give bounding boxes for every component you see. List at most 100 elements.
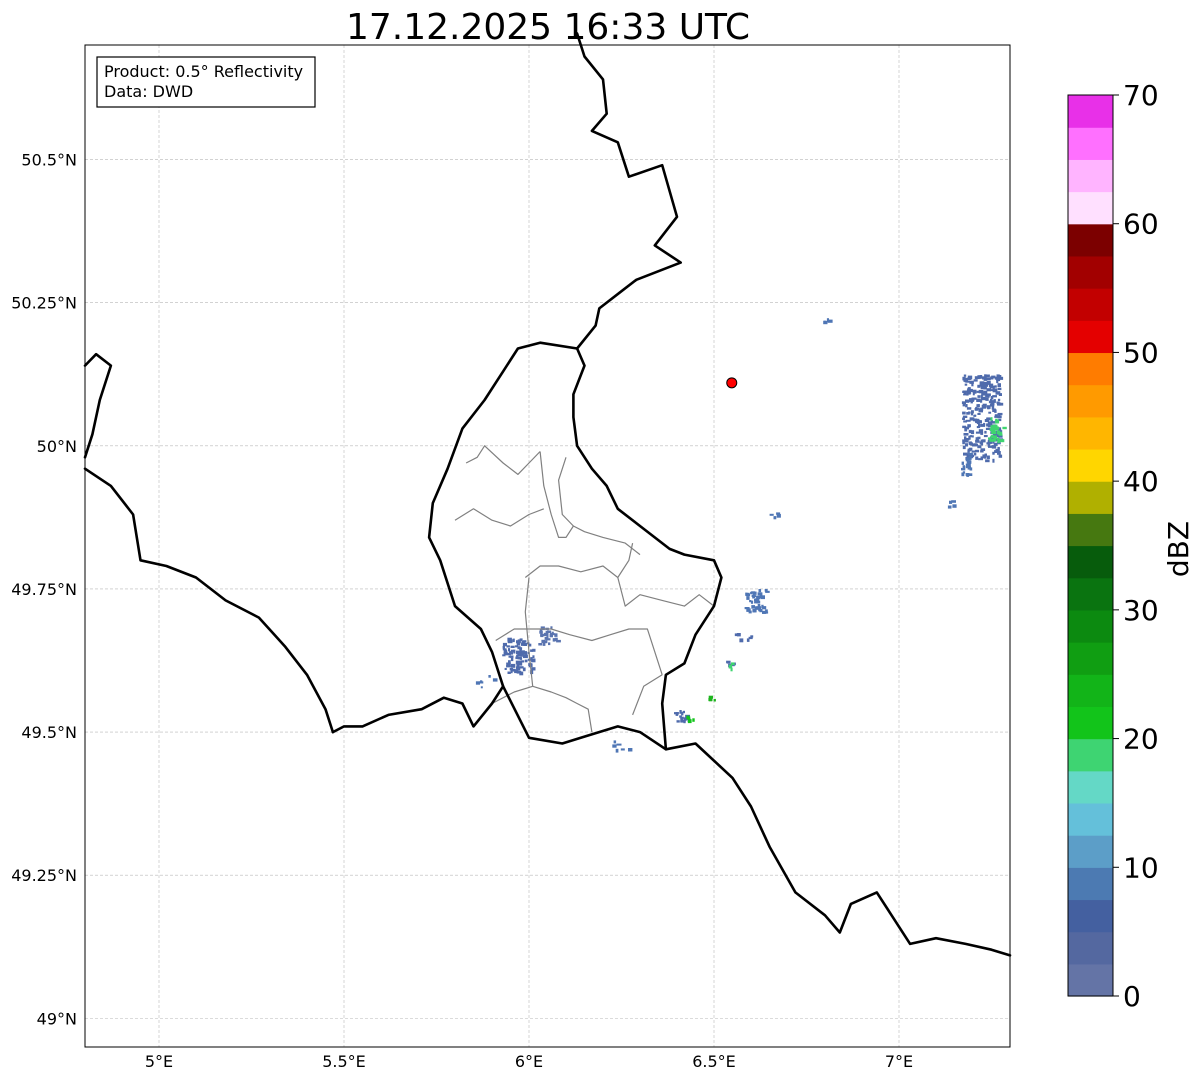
echo-pixel bbox=[983, 435, 988, 438]
echo-pixel bbox=[998, 431, 1003, 436]
echo-pixel bbox=[728, 664, 733, 669]
colorbar-segment bbox=[1068, 127, 1113, 160]
echo-pixel bbox=[510, 645, 515, 648]
colorbar-tick-label: 60 bbox=[1123, 208, 1159, 241]
echo-pixel bbox=[679, 710, 682, 714]
echo-pixel bbox=[502, 648, 507, 651]
colorbar-segment bbox=[1068, 931, 1113, 965]
echo-pixel bbox=[996, 430, 1000, 435]
echo-pixel bbox=[967, 466, 971, 470]
echo-pixel bbox=[514, 669, 519, 674]
echo-cluster bbox=[961, 452, 973, 477]
colorbar-segment bbox=[1068, 738, 1113, 772]
echo-pixel bbox=[975, 431, 981, 434]
echo-pixel bbox=[998, 418, 1002, 422]
echo-pixel bbox=[556, 639, 561, 643]
echo-pixel bbox=[542, 642, 546, 646]
echo-pixel bbox=[980, 441, 984, 446]
echo-pixel bbox=[508, 660, 511, 664]
echo-pixel bbox=[998, 433, 1003, 436]
echo-pixel bbox=[988, 445, 993, 448]
echo-pixel bbox=[502, 642, 507, 647]
echo-pixel bbox=[530, 649, 533, 652]
echo-pixel bbox=[708, 695, 713, 699]
x-tick-label: 5.5°E bbox=[322, 1052, 366, 1071]
echo-pixel bbox=[997, 439, 1003, 442]
echo-pixel bbox=[967, 392, 971, 395]
echo-pixel bbox=[966, 457, 971, 461]
echo-pixel bbox=[978, 424, 981, 428]
echo-pixel bbox=[519, 666, 524, 669]
echo-pixel bbox=[969, 441, 972, 446]
echo-pixel bbox=[962, 411, 966, 415]
echo-pixel bbox=[517, 646, 521, 650]
echo-pixel bbox=[530, 657, 533, 660]
echo-pixel bbox=[979, 420, 982, 424]
echo-pixel bbox=[983, 377, 988, 381]
colorbar-label: dBZ bbox=[1162, 521, 1195, 577]
echo-pixel bbox=[990, 399, 993, 402]
echo-pixel bbox=[506, 652, 511, 656]
echo-pixel bbox=[683, 719, 686, 724]
national-border bbox=[83, 352, 113, 459]
x-axis-ticks: 5°E 5.5°E 6°E 6.5°E 7°E bbox=[145, 1052, 913, 1071]
echo-pixel bbox=[998, 454, 1003, 458]
echo-pixel bbox=[965, 419, 971, 422]
echo-pixel bbox=[965, 399, 970, 403]
colorbar-segment bbox=[1068, 802, 1113, 836]
echo-pixel bbox=[758, 609, 761, 612]
echo-pixel bbox=[511, 668, 516, 672]
x-tick-label: 6°E bbox=[515, 1052, 543, 1071]
echo-pixel bbox=[512, 638, 515, 643]
echo-pixel bbox=[970, 401, 973, 404]
echo-pixel bbox=[507, 671, 511, 674]
national-border bbox=[572, 32, 723, 751]
y-tick-label: 49°N bbox=[37, 1009, 77, 1028]
echo-pixel bbox=[973, 379, 978, 382]
echo-pixel bbox=[965, 466, 968, 469]
echo-pixel bbox=[971, 454, 975, 458]
echo-pixel bbox=[550, 633, 555, 636]
echo-pixel bbox=[994, 414, 998, 417]
echo-pixel bbox=[976, 404, 980, 408]
echo-pixel bbox=[516, 643, 521, 646]
echo-pixel bbox=[969, 417, 975, 421]
colorbar-segment bbox=[1068, 191, 1113, 225]
echo-pixel bbox=[776, 513, 781, 518]
echo-pixel bbox=[519, 649, 522, 653]
canton-boundary bbox=[558, 457, 574, 527]
echo-pixel bbox=[996, 374, 1000, 377]
echo-pixel bbox=[513, 649, 516, 654]
echo-pixel bbox=[520, 642, 525, 646]
colorbar-tick-label: 10 bbox=[1123, 851, 1159, 884]
echo-pixel bbox=[524, 659, 528, 663]
x-tick-label: 6.5°E bbox=[692, 1052, 736, 1071]
echo-pixel bbox=[962, 425, 966, 429]
echo-pixel bbox=[973, 414, 977, 417]
canton-boundary bbox=[539, 451, 641, 556]
echo-pixel bbox=[984, 419, 990, 422]
y-tick-label: 49.5°N bbox=[21, 723, 77, 742]
echo-cluster bbox=[961, 374, 1004, 463]
echo-pixel bbox=[992, 408, 996, 412]
echo-pixel bbox=[504, 667, 507, 670]
echo-pixel bbox=[977, 407, 980, 410]
echo-pixel bbox=[996, 437, 1000, 441]
echo-pixel bbox=[969, 380, 974, 384]
echo-pixel bbox=[510, 657, 514, 662]
echo-pixel bbox=[962, 471, 966, 474]
echo-pixel bbox=[992, 395, 997, 398]
echo-cluster bbox=[612, 740, 633, 753]
echo-pixel bbox=[952, 504, 957, 508]
colorbar-tick-label: 70 bbox=[1123, 79, 1159, 112]
figure-title: 17.12.2025 16:33 UTC bbox=[346, 7, 750, 48]
echo-pixel bbox=[502, 646, 505, 649]
echo-pixel bbox=[988, 411, 992, 414]
colorbar-segment bbox=[1068, 706, 1113, 740]
y-tick-label: 50°N bbox=[37, 437, 77, 456]
echo-pixel bbox=[681, 711, 684, 716]
echo-pixel bbox=[967, 375, 973, 380]
echo-pixel bbox=[980, 448, 986, 451]
echo-pixel bbox=[756, 595, 761, 600]
echo-pixel bbox=[748, 610, 752, 614]
